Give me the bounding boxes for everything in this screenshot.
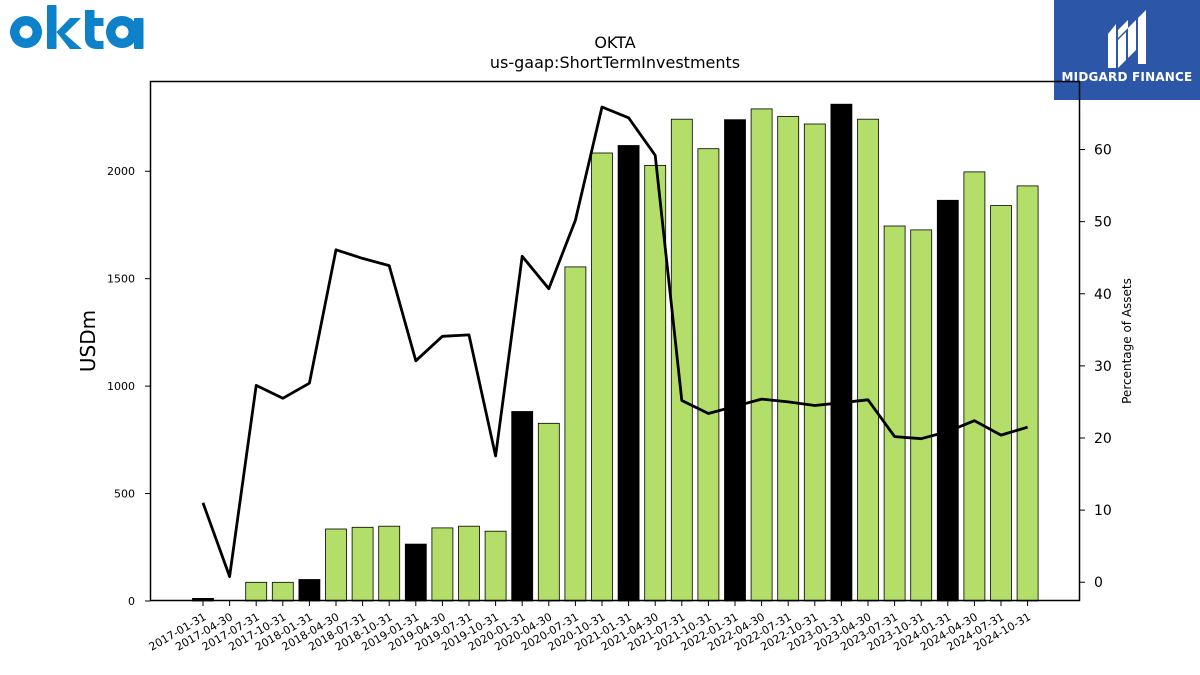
- midgard-mark-icon: [1108, 10, 1146, 68]
- bar-2020-01-31: [511, 411, 534, 602]
- bars-layer: [192, 103, 1039, 602]
- bar-2020-04-30: [537, 422, 560, 602]
- bar-2022-01-31: [724, 119, 746, 602]
- chart-subtitle: us-gaap:ShortTermInvestments: [490, 53, 740, 72]
- y2-tick-label-20: 20: [1094, 431, 1112, 447]
- bar-2024-10-31: [1016, 185, 1039, 602]
- bar-2019-07-31: [458, 525, 480, 602]
- y2-tick-label-60: 60: [1094, 143, 1112, 159]
- bar-2018-01-31: [298, 579, 321, 602]
- y-tick-label-2000: 2000: [107, 165, 135, 178]
- okta-logo: [4, 2, 146, 58]
- bar-2018-07-31: [351, 526, 374, 602]
- y-axis-label: USDm: [76, 310, 100, 372]
- bar-2024-04-30: [963, 171, 986, 602]
- y-tick-label-0: 0: [128, 595, 135, 608]
- y2-tick-label-10: 10: [1094, 503, 1112, 519]
- bar-2023-01-31: [830, 103, 853, 602]
- bar-2018-04-30: [325, 528, 347, 602]
- bar-2018-10-31: [378, 525, 401, 602]
- line-layer: [201, 105, 1028, 578]
- y2-tick-label-50: 50: [1094, 215, 1112, 231]
- bar-2024-07-31: [990, 205, 1012, 602]
- bar-2021-01-31: [617, 145, 640, 602]
- bar-2019-04-30: [431, 527, 454, 602]
- midgard-finance-wordmark: MIDGARD FINANCE: [1061, 70, 1193, 84]
- bar-2023-07-31: [883, 225, 906, 602]
- bar-2023-04-30: [857, 118, 879, 602]
- x-axis: 2017-01-312017-04-302017-07-312017-10-31…: [147, 601, 1033, 654]
- bar-2020-10-31: [591, 152, 613, 602]
- y2-tick-label-40: 40: [1094, 287, 1112, 303]
- percentage-of-assets-line: [201, 105, 1028, 578]
- bar-2020-07-31: [564, 266, 587, 602]
- bar-2019-10-31: [484, 530, 507, 602]
- y-tick-label-1500: 1500: [107, 273, 135, 286]
- bar-2022-04-30: [750, 108, 773, 602]
- y2-axis-label: Percentage of Assets: [1120, 278, 1134, 404]
- midgard-finance-logo: MIDGARD FINANCE: [1054, 0, 1200, 100]
- bar-2024-01-31: [936, 199, 959, 602]
- y-tick-label-1000: 1000: [107, 380, 135, 393]
- bar-2022-10-31: [803, 123, 826, 602]
- y-tick-label-500: 500: [114, 488, 135, 501]
- plot-frame: [149, 80, 1081, 602]
- bar-2017-10-31: [271, 581, 294, 602]
- bar-2017-07-31: [245, 581, 268, 602]
- bar-2021-07-31: [670, 118, 693, 602]
- bar-2023-10-31: [910, 229, 933, 602]
- chart-title: OKTA: [594, 33, 635, 52]
- bar-2019-01-31: [404, 543, 427, 602]
- y2-tick-label-0: 0: [1094, 575, 1103, 591]
- right-axis: 0 10 20 30 40 50 60: [1080, 143, 1112, 591]
- bar-2022-07-31: [777, 116, 800, 602]
- left-axis: 0 500 1000 1500 2000: [107, 165, 150, 608]
- bar-2021-10-31: [697, 148, 720, 602]
- okta-logo-mark: [10, 5, 144, 49]
- y2-tick-label-30: 30: [1094, 359, 1112, 375]
